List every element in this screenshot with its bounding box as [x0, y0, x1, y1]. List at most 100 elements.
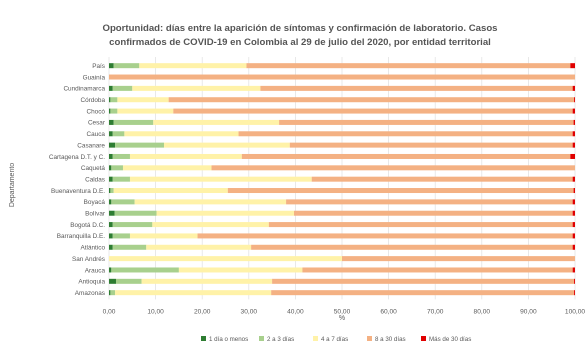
bar-segment [110, 290, 116, 296]
category-labels: País Guainía Cundinamarca Córdoba Chocó Cesar… [49, 63, 106, 297]
bar-segment [572, 199, 575, 205]
bars [109, 63, 575, 296]
bar-segment [574, 290, 575, 296]
bar-segment [152, 222, 269, 228]
bar-segment [572, 176, 575, 182]
legend-swatch [201, 336, 206, 341]
bar-segment [268, 222, 573, 228]
bar-segment [211, 165, 575, 171]
bar-segment [113, 188, 228, 194]
bar-segment [241, 153, 571, 159]
x-tick-label: 80,00 [474, 308, 491, 315]
legend: 1 día o menos 2 a 3 días 4 a 7 días 8 a 30 … [201, 336, 471, 343]
bar-segment [279, 119, 574, 125]
bar-segment [109, 119, 114, 125]
legend-swatch [367, 336, 372, 341]
bar-segment [260, 85, 573, 91]
bar-segment [302, 267, 573, 273]
bar-segment [163, 142, 290, 148]
bar-segment [111, 267, 179, 273]
bar-segment [111, 165, 123, 171]
x-tick-label: 10,00 [147, 308, 164, 315]
bar-segment [115, 278, 142, 284]
legend-label: Más de 30 días [429, 336, 471, 343]
legend-label: 4 a 7 días [321, 336, 348, 343]
bar-segment [110, 108, 118, 114]
bar-segment [129, 176, 312, 182]
bar-segment [109, 256, 342, 262]
bar-segment [109, 233, 113, 239]
category-label: Caquetá [81, 165, 106, 172]
legend-swatch [313, 336, 318, 341]
bar-segment [132, 85, 261, 91]
bar-segment [112, 131, 125, 137]
bar-segment [110, 97, 118, 103]
bar-segment [572, 131, 575, 137]
x-axis-label: % [339, 315, 345, 322]
category-label: Boyacá [84, 199, 106, 206]
bar-segment [109, 85, 113, 91]
legend-swatch [421, 336, 426, 341]
bar-segment [574, 97, 575, 103]
bar-segment [134, 199, 287, 205]
category-label: País [92, 63, 105, 70]
category-label: Cesar [88, 120, 106, 127]
bar-segment [117, 97, 169, 103]
bar-segment [109, 165, 112, 171]
legend-label: 1 día o menos [209, 336, 248, 343]
category-label: Guainía [83, 74, 106, 81]
bar-segment [286, 199, 573, 205]
bar-segment [272, 278, 575, 284]
bar-segment [573, 119, 575, 125]
bar-segment [124, 131, 239, 137]
category-label: Cauca [87, 131, 106, 138]
bar-segment [572, 142, 575, 148]
bar-segment [173, 108, 573, 114]
bar-segment [122, 165, 212, 171]
legend-label: 8 a 30 días [375, 336, 406, 343]
bar-segment [115, 142, 164, 148]
category-label: Caldas [85, 176, 105, 183]
category-label: Arauca [85, 267, 106, 274]
bar-segment [294, 210, 573, 216]
bar-segment [153, 119, 280, 125]
bar-segment [109, 278, 116, 284]
bar-segment [289, 142, 573, 148]
category-label: Antioquia [78, 279, 105, 286]
x-tick-label: 100,00 [565, 308, 586, 315]
bar-segment [573, 188, 575, 194]
bar-segment [112, 244, 147, 250]
bar-segment [109, 199, 112, 205]
bar-segment [109, 108, 111, 114]
bar-segment [109, 63, 114, 69]
bar-segment [113, 119, 154, 125]
bar-segment [109, 222, 113, 228]
bar-segment [129, 233, 198, 239]
x-tick-label: 40,00 [287, 308, 304, 315]
x-tick-label: 30,00 [241, 308, 258, 315]
x-tick-label: 0,00 [103, 308, 116, 315]
bar-segment [572, 267, 575, 273]
category-label: San Andrés [72, 256, 105, 263]
category-label: Buenaventura D.E. [51, 188, 105, 195]
chart-title-line-1: Oportunidad: días entre la aparición de … [102, 23, 497, 34]
bar-segment [342, 256, 575, 262]
bar-segment [114, 210, 157, 216]
bar-segment [570, 63, 575, 69]
bar-segment [178, 267, 303, 273]
legend-swatch [259, 336, 264, 341]
category-label: Bogotá D.C. [70, 222, 105, 229]
category-label: Bolívar [85, 211, 106, 218]
x-tick-label: 20,00 [194, 308, 211, 315]
bar-segment [112, 153, 130, 159]
bar-segment [572, 108, 575, 114]
bar-segment [129, 153, 242, 159]
category-label: Casanare [77, 142, 105, 149]
chart-title-line-2: confirmados de COVID-19 en Colombia al 2… [109, 37, 491, 48]
category-label: Amazonas [75, 290, 105, 297]
legend-label: 2 a 3 días [267, 336, 294, 343]
bar-segment [111, 199, 135, 205]
bar-segment [238, 131, 573, 137]
bar-segment [109, 131, 113, 137]
bar-segment [572, 85, 575, 91]
